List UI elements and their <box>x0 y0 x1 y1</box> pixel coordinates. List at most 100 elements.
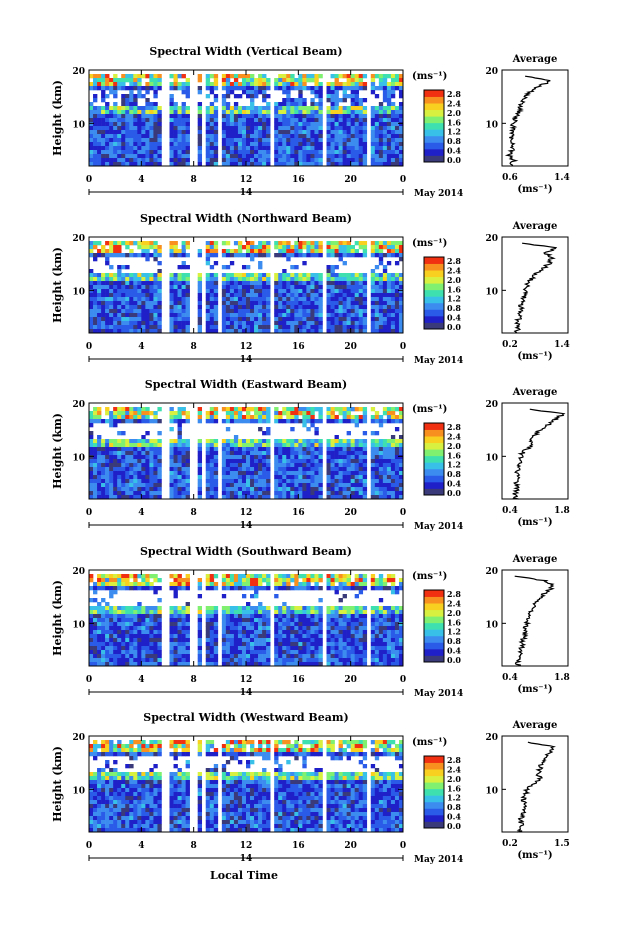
heatmap-cell <box>346 297 351 302</box>
heatmap-cell <box>334 419 339 424</box>
heatmap-cell <box>233 154 239 159</box>
heatmap-cell <box>157 249 162 254</box>
heatmap-cell <box>133 285 138 290</box>
heatmap-cell <box>89 158 94 163</box>
heatmap-cell <box>362 122 368 127</box>
heatmap-cell <box>350 106 355 111</box>
heatmap-cell <box>125 146 130 151</box>
heatmap-cell <box>358 150 364 155</box>
heatmap-cell <box>306 475 311 480</box>
heatmap-cell <box>133 154 138 159</box>
heatmap-cell <box>254 114 259 119</box>
heatmap-cell <box>278 317 283 322</box>
heatmap-cell <box>266 102 271 107</box>
heatmap-cell <box>233 419 239 424</box>
heatmap-cell <box>350 419 355 424</box>
heatmap-cell <box>125 102 130 107</box>
heatmap-cell <box>177 614 182 619</box>
heatmap-cell <box>358 305 364 310</box>
heatmap-cell <box>326 309 331 314</box>
heatmap-cell <box>290 407 295 412</box>
heatmap-cell <box>338 491 343 496</box>
heatmap-cell <box>318 415 323 420</box>
heatmap-cell <box>125 407 130 412</box>
heatmap-cell <box>246 86 251 91</box>
heatmap-cell <box>370 475 376 480</box>
heatmap-cell <box>266 146 271 151</box>
heatmap-cell <box>258 277 263 282</box>
heatmap-cell <box>334 463 339 468</box>
heatmap-cell <box>250 574 255 579</box>
heatmap-cell <box>390 106 396 111</box>
heatmap-cell <box>254 309 259 314</box>
heatmap-cell <box>185 451 190 456</box>
heatmap-cell <box>358 487 364 492</box>
heatmap-cell <box>93 313 98 318</box>
heatmap-cell <box>221 102 227 107</box>
heatmap-cell <box>149 301 154 306</box>
heatmap-cell <box>153 610 158 615</box>
heatmap-cell <box>141 134 146 139</box>
heatmap-cell <box>286 443 291 448</box>
heatmap-cell <box>294 471 299 476</box>
heatmap-cell <box>181 467 186 472</box>
heatmap-cell <box>286 146 291 151</box>
heatmap-cell <box>101 138 106 143</box>
heatmap-cell <box>318 459 323 464</box>
heatmap-cell <box>229 321 235 326</box>
heatmap-cell <box>177 74 182 79</box>
heatmap-cell <box>354 471 360 476</box>
heatmap-cell <box>390 154 396 159</box>
heatmap-cell <box>185 443 190 448</box>
heatmap-cell <box>197 634 203 639</box>
heatmap-cell <box>229 281 235 286</box>
heatmap-cell <box>302 491 307 496</box>
heatmap-cell <box>229 634 235 639</box>
heatmap-cell <box>241 630 247 635</box>
heatmap-cell <box>370 110 376 115</box>
heatmap-cell <box>358 297 364 302</box>
heatmap-cell <box>262 285 267 290</box>
heatmap-cell <box>378 277 384 282</box>
heatmap-cell <box>318 443 323 448</box>
heatmap-cell <box>298 479 303 484</box>
heatmap-cell <box>181 138 186 143</box>
heatmap-cell <box>93 662 98 667</box>
heatmap-cell <box>133 277 138 282</box>
heatmap-cell <box>169 122 174 127</box>
heatmap-cell <box>350 110 355 115</box>
heatmap-cell <box>113 407 118 412</box>
heatmap-cell <box>241 439 247 444</box>
heatmap-cell <box>258 106 263 111</box>
colorbar-swatch <box>424 442 444 450</box>
heatmap-cell <box>237 313 243 318</box>
heatmap-cell <box>382 277 388 282</box>
heatmap-cell <box>306 130 311 135</box>
heatmap-cell <box>97 273 102 278</box>
heatmap-cell <box>173 578 178 583</box>
heatmap-cell <box>342 297 347 302</box>
heatmap-cell <box>274 301 279 306</box>
heatmap-cell <box>354 289 360 294</box>
heatmap-cell <box>302 415 307 420</box>
heatmap-cell <box>97 305 102 310</box>
heatmap-cell <box>250 146 255 151</box>
heatmap-cell <box>282 419 287 424</box>
heatmap-cell <box>197 586 203 591</box>
heatmap-cell <box>374 150 380 155</box>
heatmap-cell <box>105 289 110 294</box>
heatmap-cell <box>370 150 376 155</box>
heatmap-cell <box>390 325 396 330</box>
heatmap-cell <box>209 82 215 87</box>
heatmap-cell <box>89 293 94 298</box>
heatmap-cell <box>282 281 287 286</box>
heatmap-cell <box>145 455 150 460</box>
heatmap-cell <box>125 574 130 579</box>
heatmap-cell <box>229 638 235 643</box>
heatmap-cell <box>290 483 295 488</box>
heatmap-cell <box>109 158 114 163</box>
heatmap-cell <box>157 606 162 611</box>
heatmap-cell <box>310 162 315 167</box>
heatmap-cell <box>153 471 158 476</box>
heatmap-cell <box>205 447 211 452</box>
